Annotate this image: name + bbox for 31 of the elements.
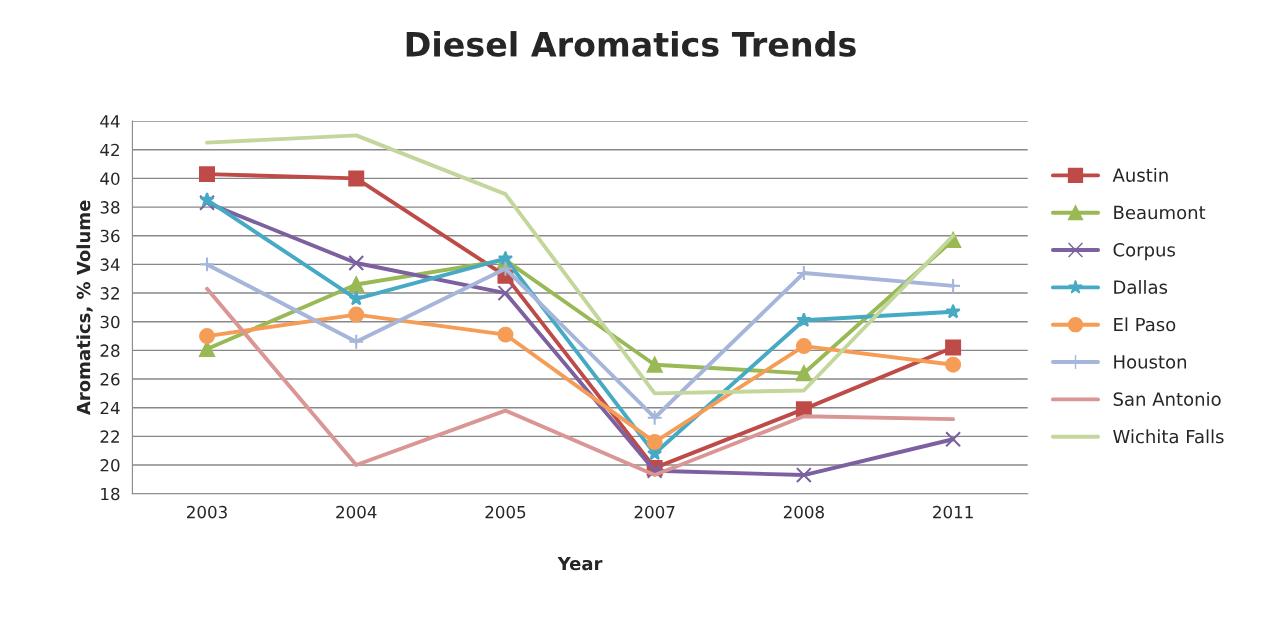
y-tick-label: 26 (100, 373, 120, 386)
y-tick-label: 24 (100, 401, 120, 415)
legend-label: Beaumont (1114, 205, 1206, 220)
y-tick-label: 20 (100, 459, 120, 472)
y-tick-label: 36 (100, 229, 120, 243)
y-tick-label: 30 (100, 315, 120, 329)
legend-label: Dallas (1114, 279, 1168, 294)
x-axis-title: Year (557, 556, 603, 571)
legend-label: Austin (1112, 167, 1168, 182)
x-tick-label: 2003 (187, 505, 227, 519)
legend-label: Wichita Falls (1113, 429, 1224, 444)
y-tick-label: 40 (100, 172, 120, 185)
legend-label: El Paso (1114, 317, 1176, 332)
y-tick-label: 28 (100, 344, 120, 357)
legend-label: Corpus (1113, 242, 1176, 261)
x-tick-label: 2005 (485, 505, 526, 519)
y-tick-label: 38 (100, 201, 120, 214)
x-tick-label: 2007 (634, 505, 675, 519)
x-tick-label: 2011 (933, 505, 973, 519)
chart-title: Diesel Aromatics Trends (406, 31, 856, 57)
y-tick-label: 44 (100, 115, 120, 128)
y-tick-label: 42 (100, 143, 119, 157)
x-tick-label: 2004 (336, 505, 377, 519)
legend-label: San Antonio (1113, 392, 1221, 406)
y-tick-label: 32 (100, 287, 119, 300)
y-tick-label: 22 (100, 430, 119, 443)
y-tick-label: 34 (100, 258, 120, 271)
legend-label: Houston (1114, 355, 1187, 369)
y-tick-label: 18 (101, 487, 120, 501)
y-axis-title: Aromatics, % Volume (76, 200, 93, 416)
x-tick-label: 2008 (783, 505, 824, 519)
